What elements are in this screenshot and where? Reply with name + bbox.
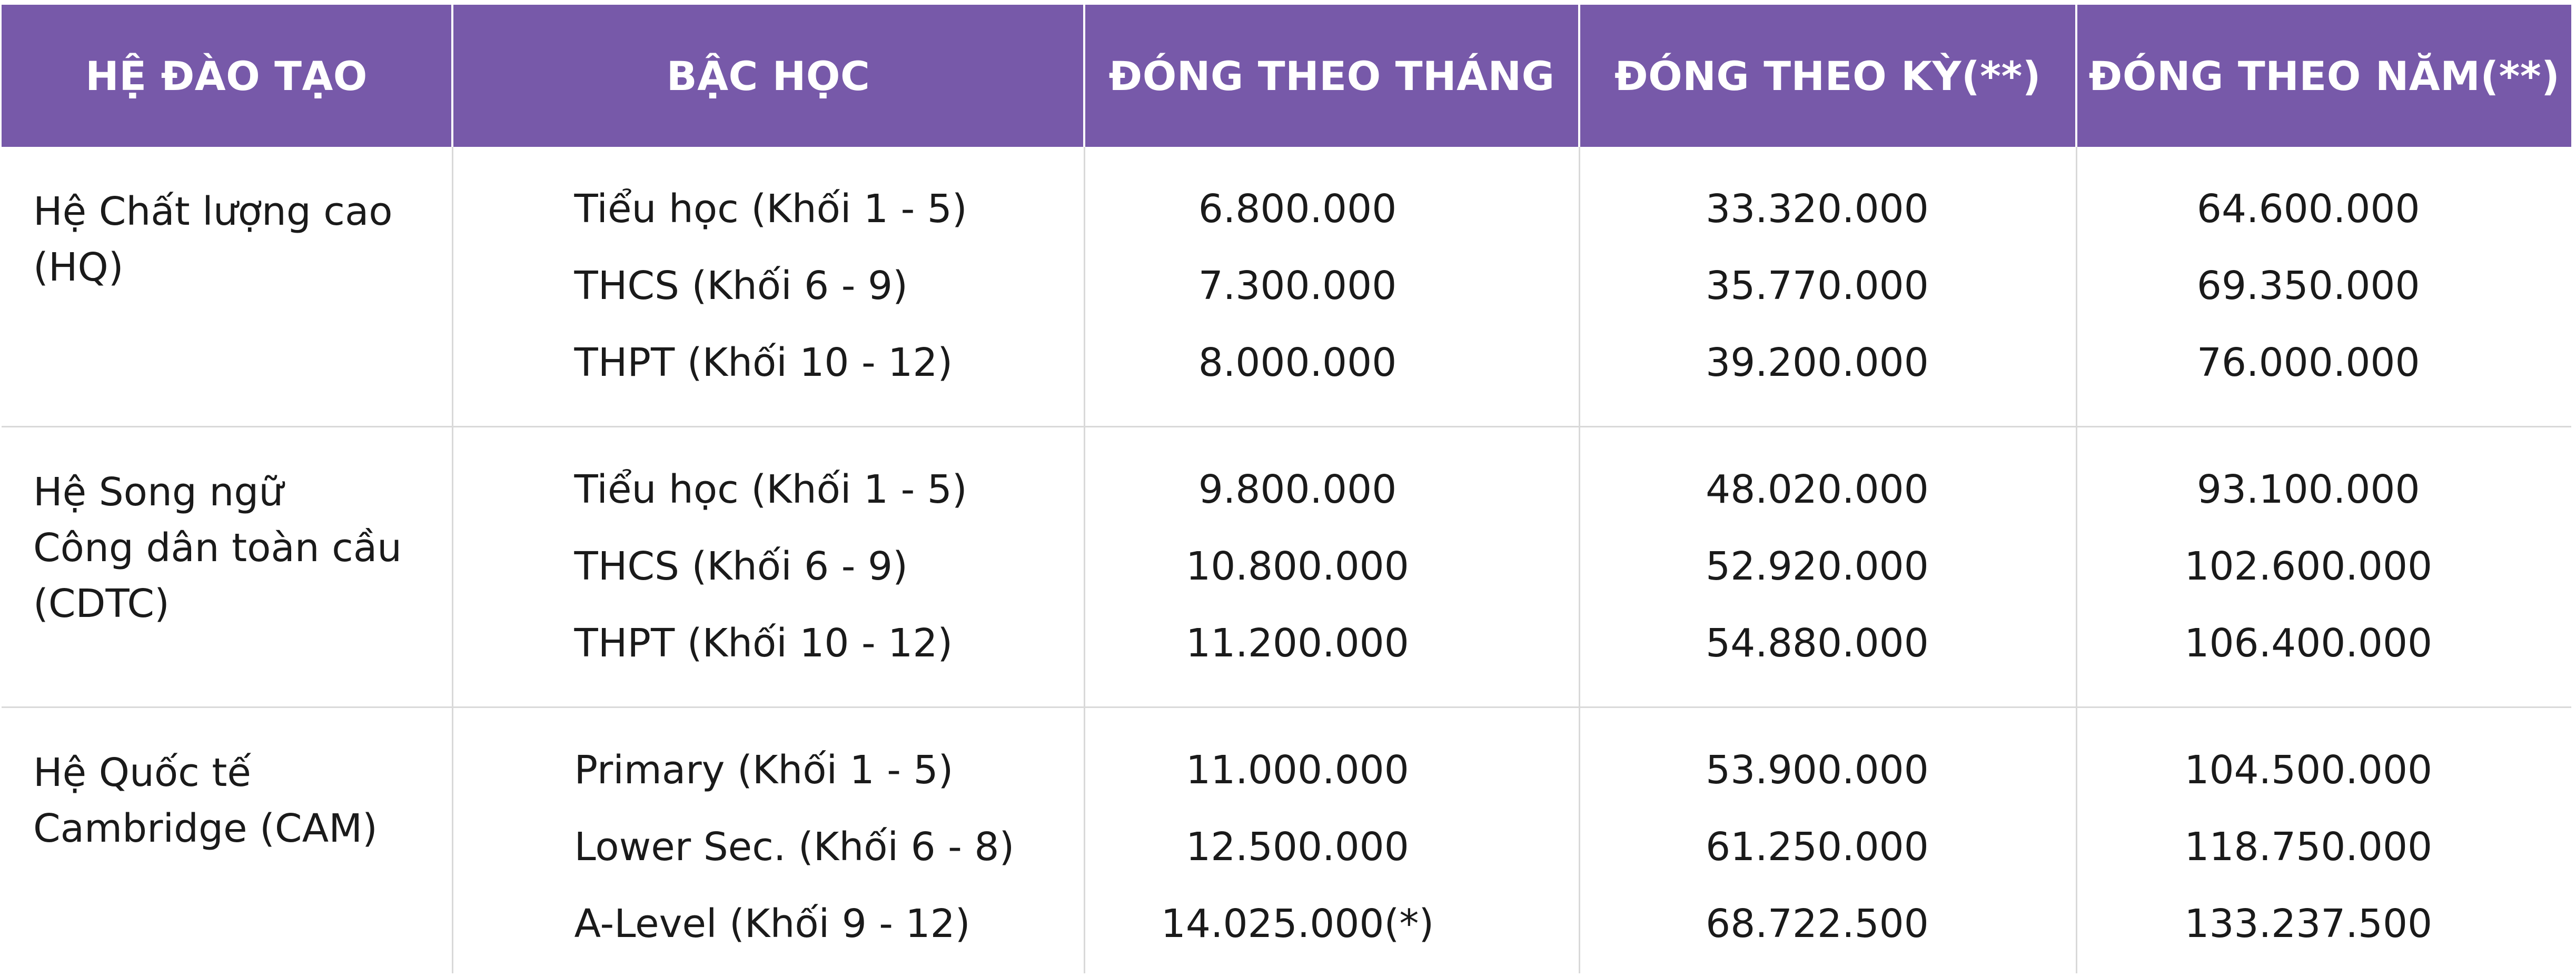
level-text: Lower Sec. (Khối 6 - 8): [574, 824, 1015, 870]
term-fee-value: 54.880.000: [1706, 621, 1929, 666]
yearly-fee-value: 93.100.000: [2196, 467, 2420, 512]
term-fee-value: 48.020.000: [1706, 467, 1929, 512]
yearly-fee-value: 76.000.000: [2196, 340, 2420, 385]
term-fee-value: 33.320.000: [1706, 186, 1929, 232]
system-cell: Hệ Chất lượng cao (HQ): [2, 147, 452, 427]
term-fee-value: 39.200.000: [1706, 340, 1929, 385]
yearly-fee-cell: 104.500.000 118.750.000 133.237.500: [2075, 706, 2571, 973]
monthly-fee-value: 10.800.000: [1186, 544, 1409, 589]
yearly-fee-cell: 93.100.000 102.600.000 106.400.000: [2075, 426, 2571, 707]
term-fee-value: 68.722.500: [1706, 901, 1929, 946]
term-fee-value: 61.250.000: [1706, 824, 1929, 870]
header-term-fee: ĐÓNG THEO KỲ(**): [1578, 5, 2076, 147]
table-row-cam: Hệ Quốc tế Cambridge (CAM) Primary (Khối…: [2, 706, 2571, 973]
system-name-line: Công dân toàn cầu: [33, 525, 402, 571]
monthly-fee-value: 11.000.000: [1186, 747, 1409, 793]
monthly-fee-value: 6.800.000: [1198, 186, 1397, 232]
system-name-line: (CDTC): [33, 581, 170, 626]
level-cell: Tiểu học (Khối 1 - 5) THCS (Khối 6 - 9) …: [451, 426, 1084, 707]
header-monthly-fee: ĐÓNG THEO THÁNG: [1083, 5, 1579, 147]
level-text: Primary (Khối 1 - 5): [574, 747, 954, 793]
monthly-fee-value: 9.800.000: [1198, 467, 1397, 512]
system-name-line: Hệ Quốc tế: [33, 750, 251, 795]
yearly-fee-value: 133.237.500: [2184, 901, 2433, 946]
yearly-fee-value: 102.600.000: [2184, 544, 2433, 589]
term-fee-cell: 53.900.000 61.250.000 68.722.500: [1578, 706, 2076, 973]
header-row: HỆ ĐÀO TẠO BẬC HỌC ĐÓNG THEO THÁNG ĐÓNG …: [2, 5, 2571, 147]
monthly-fee-value: 8.000.000: [1198, 340, 1397, 385]
system-cell: Hệ Song ngữ Công dân toàn cầu (CDTC): [2, 426, 452, 707]
yearly-fee-value: 69.350.000: [2196, 263, 2420, 308]
monthly-fee-cell: 11.000.000 12.500.000 14.025.000(*): [1083, 706, 1579, 973]
table-row-cdtc: Hệ Song ngữ Công dân toàn cầu (CDTC) Tiể…: [2, 426, 2571, 707]
yearly-fee-value: 118.750.000: [2184, 824, 2433, 870]
level-text: Tiểu học (Khối 1 - 5): [574, 467, 967, 512]
system-name-line: Hệ Chất lượng cao: [33, 189, 393, 234]
system-name-line: Hệ Song ngữ: [33, 470, 284, 515]
level-text: THPT (Khối 10 - 12): [574, 621, 953, 666]
term-fee-cell: 33.320.000 35.770.000 39.200.000: [1578, 147, 2076, 427]
monthly-fee-value: 7.300.000: [1198, 263, 1397, 308]
term-fee-value: 35.770.000: [1706, 263, 1929, 308]
term-fee-value: 53.900.000: [1706, 747, 1929, 793]
monthly-fee-value: 12.500.000: [1186, 824, 1409, 870]
level-text: THCS (Khối 6 - 9): [574, 544, 908, 589]
level-text: THPT (Khối 10 - 12): [574, 340, 953, 385]
yearly-fee-value: 106.400.000: [2184, 621, 2433, 666]
system-name-line: Cambridge (CAM): [33, 806, 378, 851]
header-education-level: BẬC HỌC: [451, 5, 1084, 147]
yearly-fee-value: 104.500.000: [2184, 747, 2433, 793]
level-text: Tiểu học (Khối 1 - 5): [574, 186, 967, 232]
monthly-fee-cell: 9.800.000 10.800.000 11.200.000: [1083, 426, 1579, 707]
term-fee-cell: 48.020.000 52.920.000 54.880.000: [1578, 426, 2076, 707]
yearly-fee-value: 64.600.000: [2196, 186, 2420, 232]
monthly-fee-value: 11.200.000: [1186, 621, 1409, 666]
header-yearly-fee: ĐÓNG THEO NĂM(**): [2075, 5, 2571, 147]
system-name-line: (HQ): [33, 245, 124, 290]
level-text: THCS (Khối 6 - 9): [574, 263, 908, 308]
table-body: Hệ Chất lượng cao (HQ) Tiểu học (Khối 1 …: [2, 147, 2571, 973]
level-cell: Tiểu học (Khối 1 - 5) THCS (Khối 6 - 9) …: [451, 147, 1084, 427]
system-cell: Hệ Quốc tế Cambridge (CAM): [2, 706, 452, 973]
table-header: HỆ ĐÀO TẠO BẬC HỌC ĐÓNG THEO THÁNG ĐÓNG …: [2, 5, 2571, 147]
level-cell: Primary (Khối 1 - 5) Lower Sec. (Khối 6 …: [451, 706, 1084, 973]
header-training-system: HỆ ĐÀO TẠO: [2, 5, 452, 147]
tuition-fee-table: HỆ ĐÀO TẠO BẬC HỌC ĐÓNG THEO THÁNG ĐÓNG …: [2, 5, 2571, 973]
monthly-fee-cell: 6.800.000 7.300.000 8.000.000: [1083, 147, 1579, 427]
table-row-hq: Hệ Chất lượng cao (HQ) Tiểu học (Khối 1 …: [2, 147, 2571, 427]
monthly-fee-value: 14.025.000(*): [1161, 901, 1434, 946]
term-fee-value: 52.920.000: [1706, 544, 1929, 589]
level-text: A-Level (Khối 9 - 12): [574, 901, 970, 946]
yearly-fee-cell: 64.600.000 69.350.000 76.000.000: [2075, 147, 2571, 427]
